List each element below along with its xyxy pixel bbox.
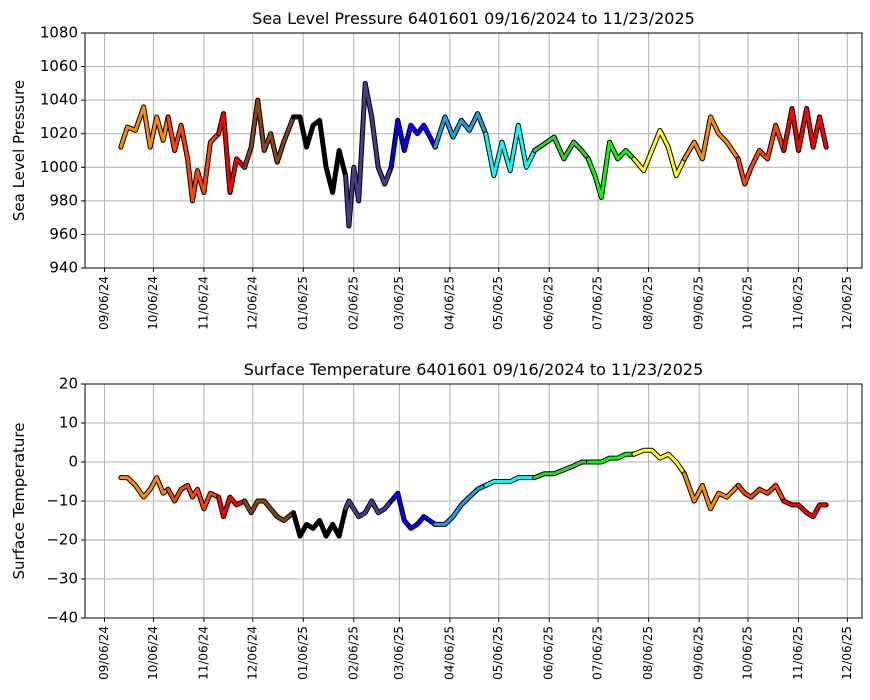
line [782,499,828,519]
x-tick-label: 03/06/25 [392,276,406,330]
line [119,105,170,149]
y-tick-label: −10 [46,492,78,510]
x-tick-label: 08/06/25 [641,626,655,680]
line-outline [681,114,741,162]
line [782,107,828,152]
x-tick-label: 02/06/25 [346,626,360,680]
line [217,495,247,519]
chart-title: Sea Level Pressure 6401601 09/16/2024 to… [252,9,695,28]
x-tick-label: 11/06/24 [196,626,210,680]
line [166,115,221,203]
x-tick-label: 05/06/25 [491,626,505,680]
y-tick-label: 0 [68,453,78,471]
x-tick-label: 08/06/25 [641,276,655,330]
x-tick-label: 12/06/25 [840,276,854,330]
line [586,140,636,199]
x-tick-label: 11/06/25 [791,626,805,680]
line [292,115,348,194]
x-tick-label: 06/06/25 [542,276,556,330]
x-tick-label: 03/06/25 [392,626,406,680]
line [484,123,537,178]
x-tick-label: 09/06/25 [692,626,706,680]
line [344,499,393,519]
y-tick-label: 1040 [40,91,78,109]
x-tick-label: 10/06/25 [740,276,754,330]
y-tick-label: −20 [46,531,78,549]
line [736,483,786,503]
x-tick-label: 07/06/25 [591,626,605,680]
x-tick-label: 01/06/25 [296,626,310,680]
x-tick-label: 01/06/25 [296,276,310,330]
x-tick-label: 11/06/24 [196,276,210,330]
x-tick-label: 12/06/24 [245,626,259,680]
y-tick-label: 1000 [40,158,78,176]
x-tick-label: 02/06/25 [346,276,360,330]
chart-title: Surface Temperature 6401601 09/16/2024 t… [244,360,704,379]
line [243,499,295,522]
plot-lines [118,80,829,229]
line [682,115,740,161]
y-tick-label: −30 [46,570,78,588]
y-tick-label: 1080 [40,24,78,42]
line [389,118,437,169]
line [344,81,393,228]
line [433,112,488,149]
y-tick-label: 980 [49,191,78,209]
y-tick-label: −40 [46,609,78,627]
line [389,491,437,530]
line [166,483,221,511]
x-tick-label: 10/06/24 [146,626,160,680]
line [217,112,247,194]
line [292,507,348,538]
line [243,98,295,169]
y-tick-label: 10 [59,414,78,432]
line [632,448,686,476]
plot-frame [84,383,863,619]
plot-lines [118,447,829,539]
x-tick-label: 12/06/25 [840,626,854,680]
x-tick-label: 06/06/25 [542,626,556,680]
y-tick-label: 1060 [40,57,78,75]
line [632,128,686,178]
line [736,123,786,186]
x-tick-label: 12/06/24 [245,276,259,330]
line [586,452,636,464]
line [682,472,740,511]
y-tick-label: 960 [49,225,78,243]
line [533,460,590,480]
x-tick-label: 11/06/25 [791,276,805,330]
plot-frame [84,32,863,269]
line [119,476,170,499]
x-tick-label: 10/06/25 [740,626,754,680]
x-tick-label: 04/06/25 [442,626,456,680]
x-tick-label: 09/06/25 [692,276,706,330]
x-tick-label: 09/06/24 [97,626,111,680]
y-axis-label: Surface Temperature [10,423,28,580]
x-tick-label: 07/06/25 [591,276,605,330]
line [533,135,590,161]
y-tick-label: 1020 [40,124,78,142]
line [484,476,537,487]
y-axis-label: Sea Level Pressure [10,80,28,221]
x-tick-label: 09/06/24 [97,276,111,330]
y-tick-label: 940 [49,259,78,277]
x-tick-label: 04/06/25 [442,276,456,330]
x-tick-label: 10/06/24 [146,276,160,330]
line [433,483,488,526]
x-tick-label: 05/06/25 [491,276,505,330]
y-tick-label: 20 [59,375,78,393]
line-outline [681,471,741,512]
